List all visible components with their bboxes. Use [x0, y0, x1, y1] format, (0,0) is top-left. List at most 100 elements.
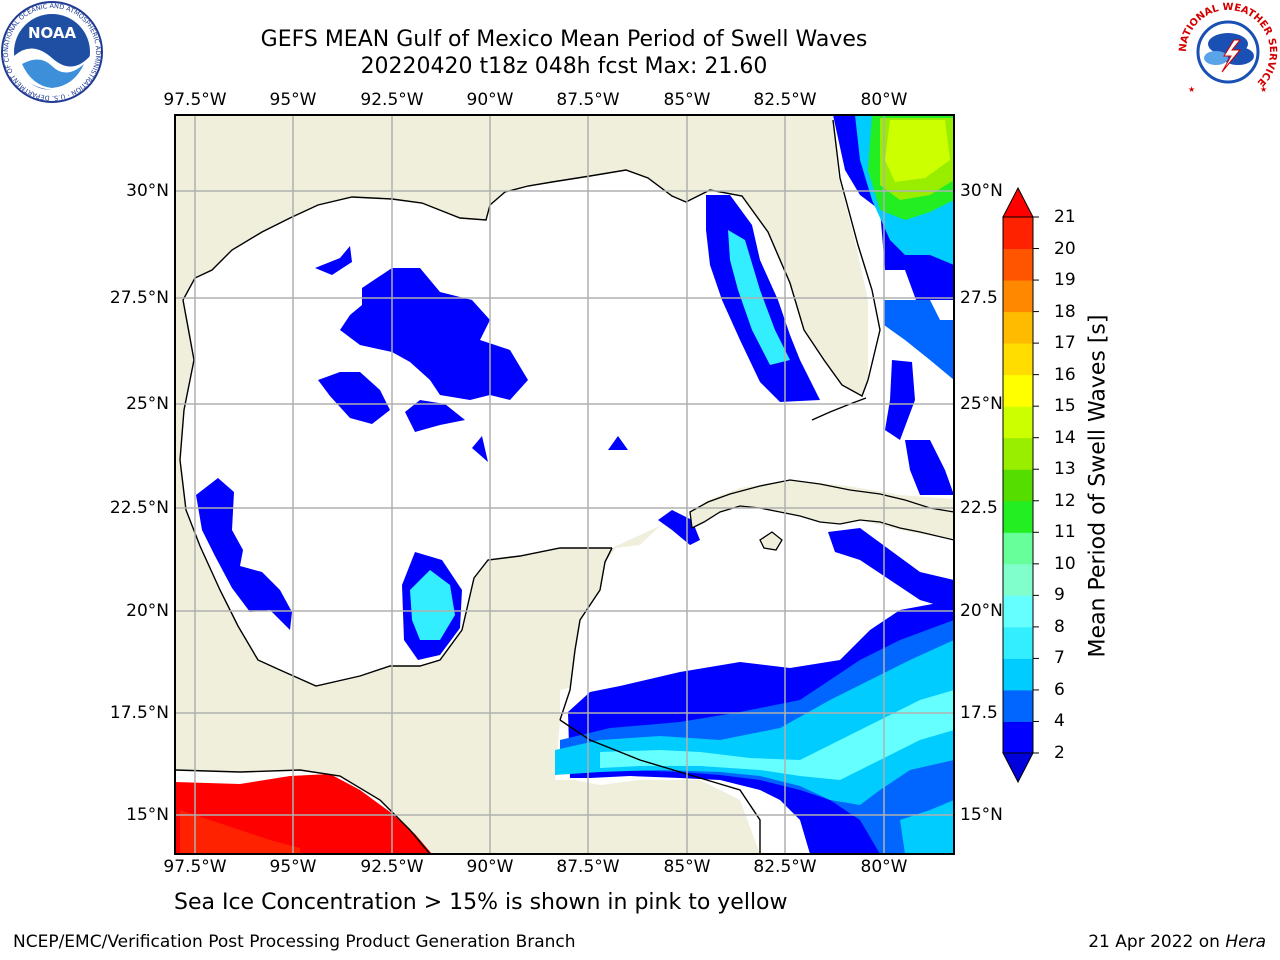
colorbar-tick-label: 20 [1054, 238, 1076, 259]
colorbar-tick-label: 16 [1054, 364, 1076, 385]
colorbar-band [1003, 626, 1033, 659]
colorbar-band [1003, 217, 1033, 250]
pacific-red-orange [180, 810, 300, 854]
lon-label-top: 92.5°W [360, 90, 424, 110]
colorbar-band [1003, 280, 1033, 313]
lon-label-bottom: 90°W [466, 857, 514, 877]
lon-label-bottom: 87.5°W [556, 857, 620, 877]
machine-name: Hera [1225, 932, 1266, 952]
atlantic-east [884, 300, 954, 380]
lat-label-right: 15°N [960, 805, 1003, 825]
central-gulf-blue [340, 268, 528, 400]
lat-label-left: 17.5°N [109, 703, 169, 723]
colorbar-frame [1002, 216, 1034, 754]
colorbar-tick-label: 17 [1054, 333, 1076, 354]
honduras-coast [559, 719, 761, 854]
colorbar-tick-label: 9 [1054, 585, 1065, 606]
chart-subtitle: 20220420 t18z 048h fcst Max: 21.60 [360, 54, 768, 79]
lat-label-left: 25°N [126, 394, 169, 414]
lat-label-right: 22.5 [960, 498, 998, 518]
colorbar-tick-label: 18 [1054, 301, 1076, 322]
lon-label-bottom: 80°W [860, 857, 908, 877]
lon-label-top: 82.5°W [753, 90, 817, 110]
colorbar-band [1003, 658, 1033, 691]
lon-label-top: 97.5°W [163, 90, 227, 110]
colorbar-tick-label: 4 [1054, 711, 1065, 732]
lon-label-top: 80°W [860, 90, 908, 110]
lat-label-left: 27.5°N [109, 288, 169, 308]
west-gulf-blue [196, 478, 292, 630]
colorbar-band [1003, 469, 1033, 502]
atlantic-yellow [885, 120, 950, 182]
colorbar-tick-label: 14 [1054, 427, 1076, 448]
colorbar-band [1003, 374, 1033, 407]
grid-lines [175, 115, 954, 854]
colorbar-tick-label: 8 [1054, 616, 1065, 637]
colorbar-tick-label: 21 [1054, 207, 1076, 227]
noaa-logo: NATIONAL OCEANIC AND ATMOSPHERIC ADMINIS… [0, 0, 103, 103]
colorbar-band [1003, 689, 1033, 722]
us-gulf-coast [182, 169, 869, 398]
colorbar-band [1003, 500, 1033, 533]
colorbar-band [1003, 595, 1033, 628]
atlantic-east-lower [885, 360, 915, 440]
small-blue-1 [608, 436, 628, 450]
sea-ice-note: Sea Ice Concentration > 15% is shown in … [174, 890, 788, 915]
colorbar-band [1003, 311, 1033, 344]
caribbean-light [600, 690, 954, 780]
central-gulf-blue-3 [405, 400, 465, 432]
colorbar-tick-label: 6 [1054, 679, 1065, 700]
colorbar-band [1003, 721, 1033, 754]
lat-label-left: 22.5°N [109, 498, 169, 518]
lon-label-top: 95°W [269, 90, 317, 110]
colorbar-band [1003, 248, 1033, 281]
colorbar-label: Mean Period of Swell Waves [s] [1085, 314, 1111, 658]
small-blue-2 [472, 436, 488, 462]
lon-label-top: 90°W [466, 90, 514, 110]
lat-label-right: 17.5 [960, 703, 998, 723]
svg-text:★: ★ [1260, 85, 1267, 94]
lat-label-left: 30°N [126, 181, 169, 201]
date-text: 21 Apr 2022 on Hera [1088, 932, 1266, 952]
colorbar-band [1003, 563, 1033, 596]
cuba-land [689, 479, 954, 541]
lat-label-left: 20°N [126, 601, 169, 621]
keys [811, 397, 867, 421]
mexico-gulf-coast [179, 299, 612, 687]
lat-label-right: 20°N [960, 601, 1003, 621]
colorbar-tick-label: 11 [1054, 522, 1076, 543]
colorbar-tick-label: 13 [1054, 459, 1076, 480]
colorbar-band [1003, 343, 1033, 376]
colorbar-tick-label: 12 [1054, 490, 1076, 511]
nw-gulf-blue [315, 246, 352, 275]
nws-logo: NATIONAL WEATHER SERVICE ★ ★ [1178, 2, 1278, 102]
lon-label-bottom: 85°W [663, 857, 711, 877]
chart-title: GEFS MEAN Gulf of Mexico Mean Period of … [260, 27, 868, 52]
lon-label-bottom: 82.5°W [753, 857, 817, 877]
credit-text: NCEP/EMC/Verification Post Processing Pr… [13, 932, 576, 952]
lon-label-bottom: 92.5°W [360, 857, 424, 877]
colorbar-tick-label: 19 [1054, 270, 1076, 291]
lon-label-bottom: 97.5°W [163, 857, 227, 877]
yucatan-east-coast [559, 547, 613, 721]
lon-label-bottom: 95°W [269, 857, 317, 877]
colorbar-band [1003, 437, 1033, 470]
colorbar-tick-label: 10 [1054, 553, 1076, 574]
florida-east-coast [832, 119, 881, 381]
lon-label-top: 87.5°W [556, 90, 620, 110]
colorbar-band [1003, 406, 1033, 439]
colorbar-band [1003, 532, 1033, 565]
date-value: 21 Apr 2022 on [1088, 932, 1220, 952]
lat-label-right: 30°N [960, 181, 1003, 201]
map-frame [174, 114, 955, 855]
campeche-cyan [410, 570, 455, 640]
svg-text:★: ★ [1188, 85, 1195, 94]
bahamas-strip [905, 440, 954, 495]
lat-label-right: 25°N [960, 394, 1003, 414]
noaa-logo-text: NOAA [28, 24, 77, 42]
colorbar-tick-label: 2 [1054, 743, 1065, 763]
colorbar-over-triangle [1002, 186, 1034, 218]
pacific-coast [175, 769, 431, 854]
